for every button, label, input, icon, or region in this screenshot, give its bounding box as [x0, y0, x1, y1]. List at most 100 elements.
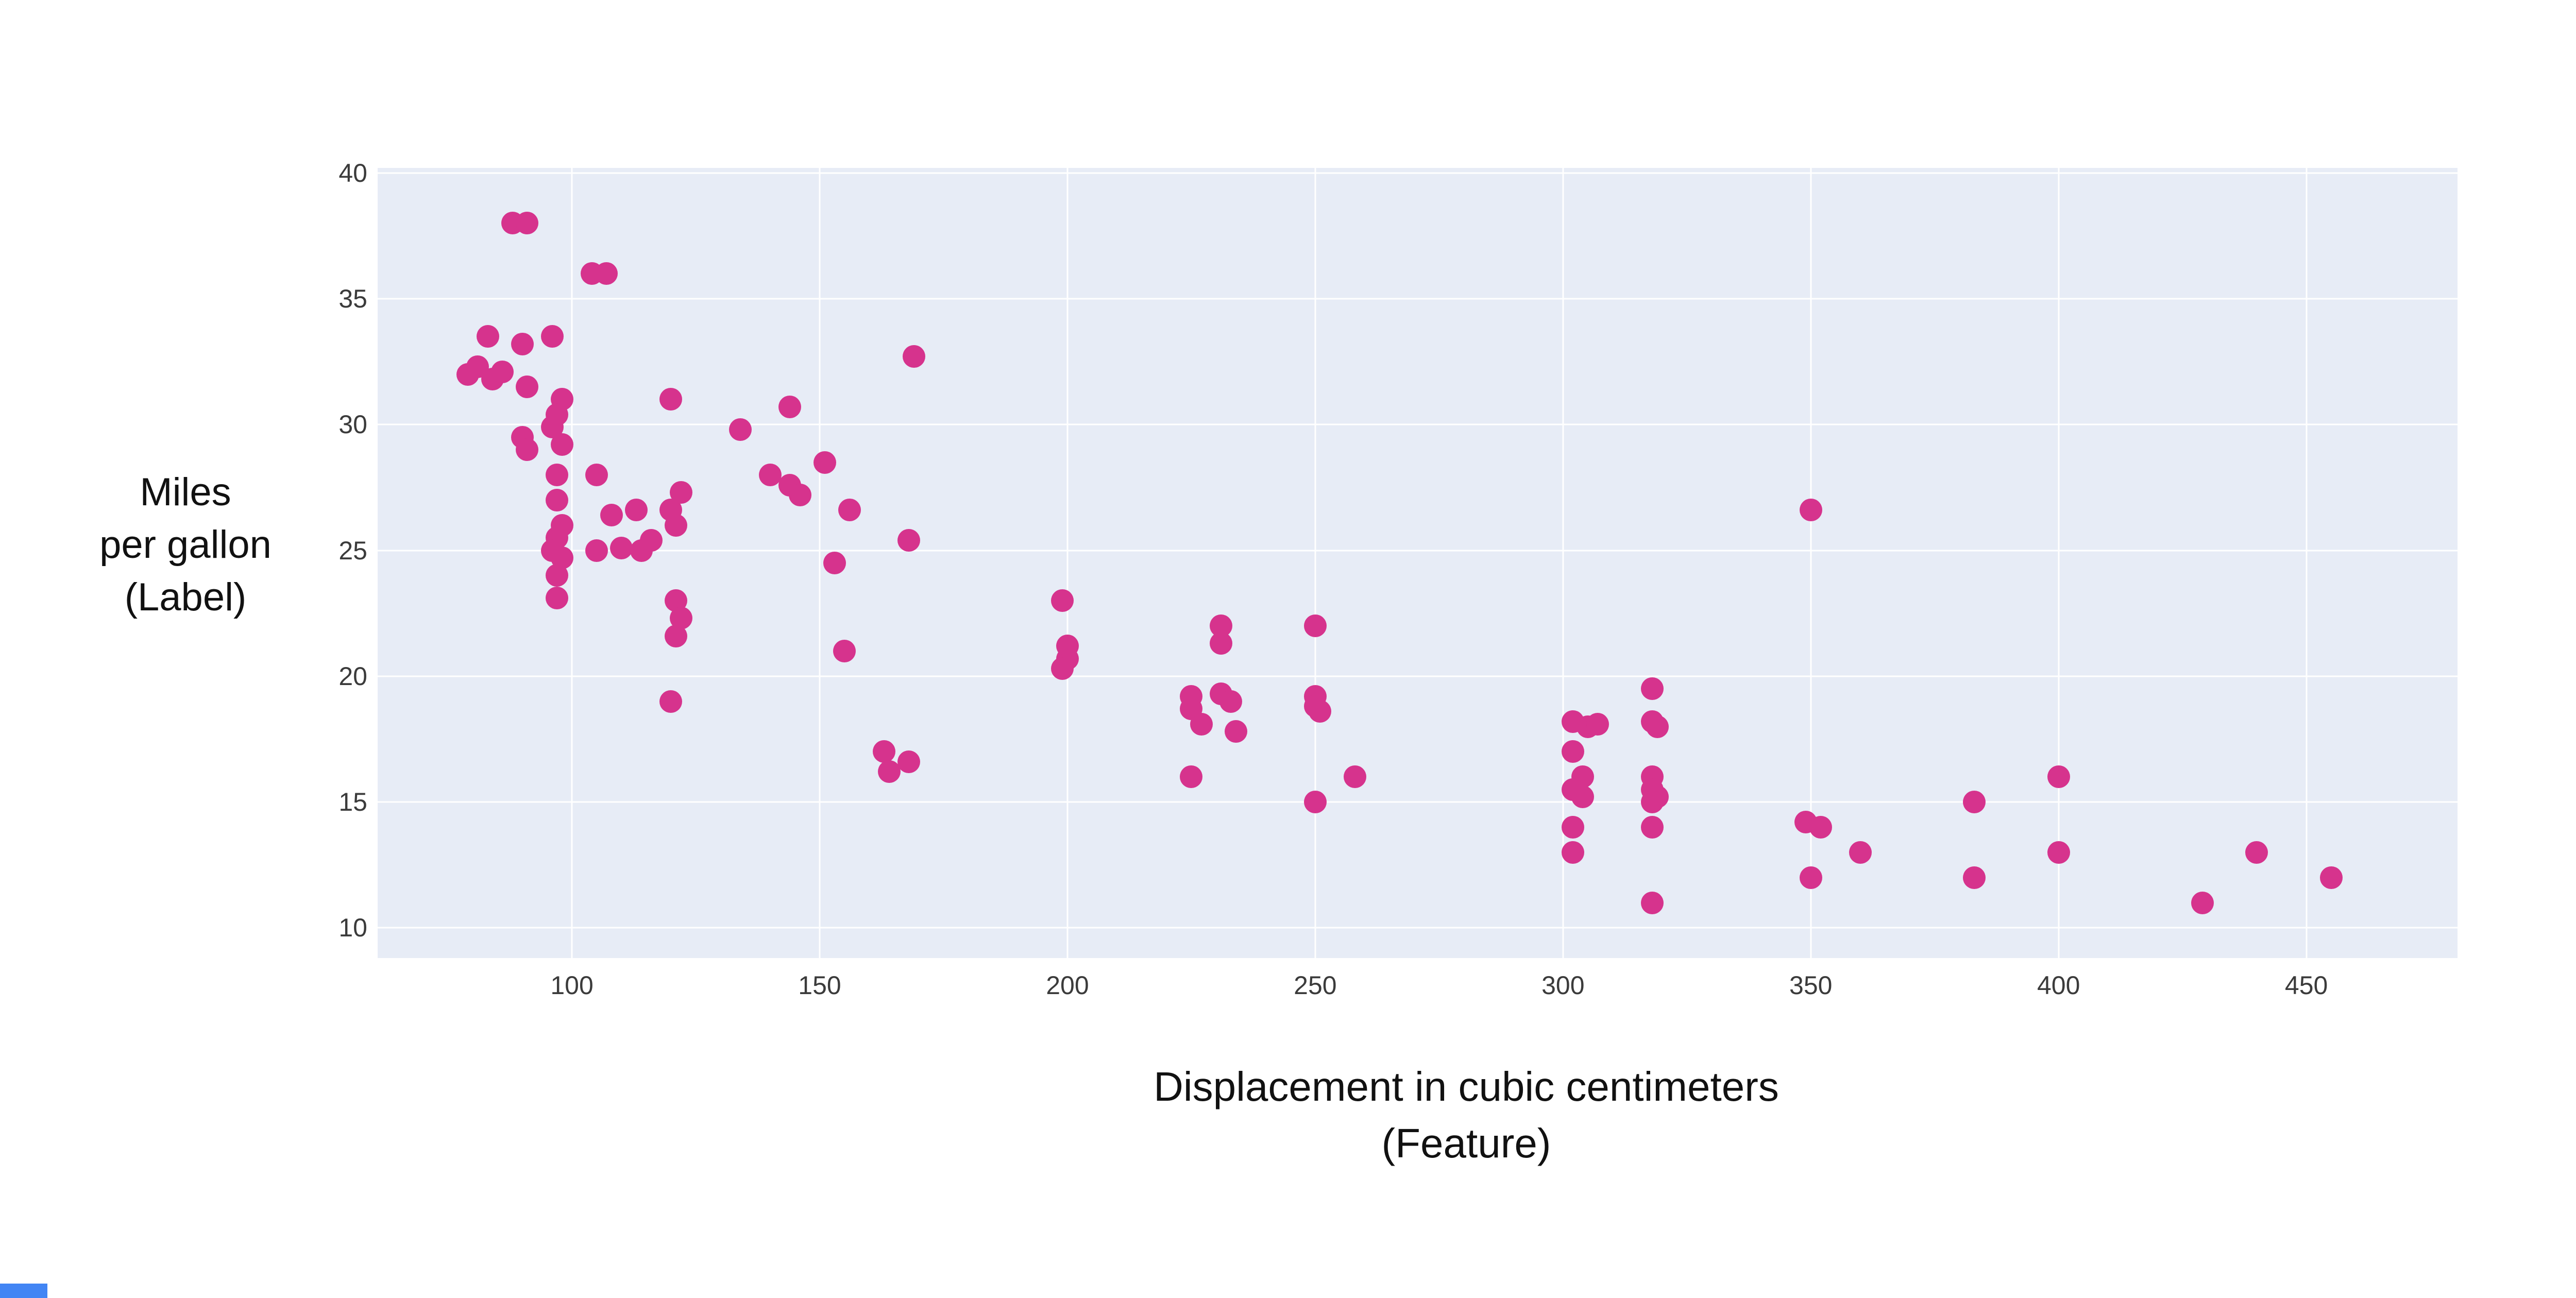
data-point — [833, 639, 856, 662]
data-point — [838, 499, 861, 522]
x-gridline — [1314, 168, 1316, 958]
y-axis-label: Miles per gallon (Label) — [62, 466, 309, 623]
data-point — [610, 536, 633, 559]
plot-area — [378, 168, 2458, 958]
data-point — [1640, 677, 1664, 701]
data-point — [2191, 891, 2214, 914]
data-point — [2047, 765, 2070, 789]
x-gridline — [2058, 168, 2060, 958]
data-point — [788, 484, 811, 507]
data-point — [778, 396, 802, 419]
data-point — [1640, 815, 1664, 839]
data-point — [1303, 791, 1327, 814]
data-point — [1963, 866, 1986, 889]
bottom-left-accent-bar — [0, 1284, 47, 1298]
data-point — [516, 375, 539, 399]
data-point — [902, 345, 925, 368]
data-point — [511, 332, 534, 355]
y-tick-label: 15 — [338, 788, 367, 817]
data-point — [585, 464, 608, 486]
data-point — [1571, 785, 1595, 809]
data-point — [729, 418, 752, 441]
x-gridline — [1562, 168, 1564, 958]
y-tick-label: 40 — [338, 158, 367, 187]
x-gridline — [1066, 168, 1069, 958]
data-point — [877, 760, 901, 783]
y-gridline — [378, 675, 2458, 677]
data-point — [873, 740, 896, 763]
data-point — [600, 504, 623, 527]
x-axis-label-line2: (Feature) — [1381, 1120, 1551, 1167]
y-tick-label: 20 — [338, 661, 367, 691]
data-point — [1799, 499, 1822, 522]
x-axis-label: Displacement in cubic centimeters (Featu… — [900, 1058, 2033, 1172]
data-point — [585, 539, 608, 562]
data-point — [659, 388, 683, 411]
x-gridline — [2306, 168, 2308, 958]
y-gridline — [378, 927, 2458, 929]
data-point — [1343, 765, 1366, 789]
data-point — [659, 690, 683, 713]
x-tick-label: 100 — [550, 971, 594, 1000]
data-point — [516, 438, 539, 462]
data-point — [1224, 720, 1247, 743]
data-point — [546, 488, 569, 511]
y-tick-label: 35 — [338, 284, 367, 314]
y-tick-label: 10 — [338, 913, 367, 943]
data-point — [625, 499, 648, 522]
data-point — [2245, 841, 2268, 864]
data-point — [1562, 815, 1585, 839]
data-point — [1809, 815, 1832, 839]
x-tick-label: 150 — [798, 971, 841, 1000]
y-gridline — [378, 550, 2458, 552]
data-point — [546, 587, 569, 610]
data-point — [1309, 700, 1332, 723]
data-point — [1190, 712, 1213, 736]
data-point — [897, 529, 921, 552]
y-gridline — [378, 298, 2458, 300]
data-point — [595, 262, 618, 285]
data-point — [1210, 632, 1233, 655]
x-gridline — [1810, 168, 1812, 958]
x-tick-label: 450 — [2284, 971, 2328, 1000]
data-point — [1963, 791, 1986, 814]
x-gridline — [819, 168, 821, 958]
data-point — [476, 325, 499, 348]
y-gridline — [378, 172, 2458, 174]
x-tick-label: 400 — [2037, 971, 2080, 1000]
data-point — [669, 481, 692, 504]
y-gridline — [378, 801, 2458, 803]
x-tick-label: 200 — [1046, 971, 1089, 1000]
data-point — [491, 360, 514, 383]
data-point — [813, 451, 836, 474]
data-point — [823, 552, 846, 574]
data-point — [1799, 866, 1822, 889]
data-point — [540, 325, 564, 348]
data-point — [1180, 765, 1203, 789]
data-point — [1849, 841, 1872, 864]
data-point — [1219, 690, 1243, 713]
data-point — [1640, 791, 1664, 814]
data-point — [758, 464, 782, 486]
data-point — [516, 212, 539, 235]
x-axis-label-line1: Displacement in cubic centimeters — [1154, 1064, 1779, 1109]
data-point — [1562, 841, 1585, 864]
data-point — [897, 750, 921, 773]
y-axis-label-line2: per gallon — [99, 522, 272, 567]
x-tick-label: 350 — [1789, 971, 1833, 1000]
data-point — [550, 433, 573, 456]
data-point — [546, 564, 569, 587]
data-point — [665, 514, 688, 537]
data-point — [1051, 589, 1074, 612]
data-point — [1562, 740, 1585, 763]
x-tick-label: 300 — [1541, 971, 1585, 1000]
y-tick-label: 30 — [338, 410, 367, 439]
y-axis-label-line3: (Label) — [124, 575, 247, 619]
data-point — [1051, 657, 1074, 680]
x-tick-label: 250 — [1294, 971, 1337, 1000]
y-gridline — [378, 423, 2458, 425]
data-point — [546, 464, 569, 486]
data-point — [1586, 712, 1609, 736]
data-point — [1640, 891, 1664, 914]
